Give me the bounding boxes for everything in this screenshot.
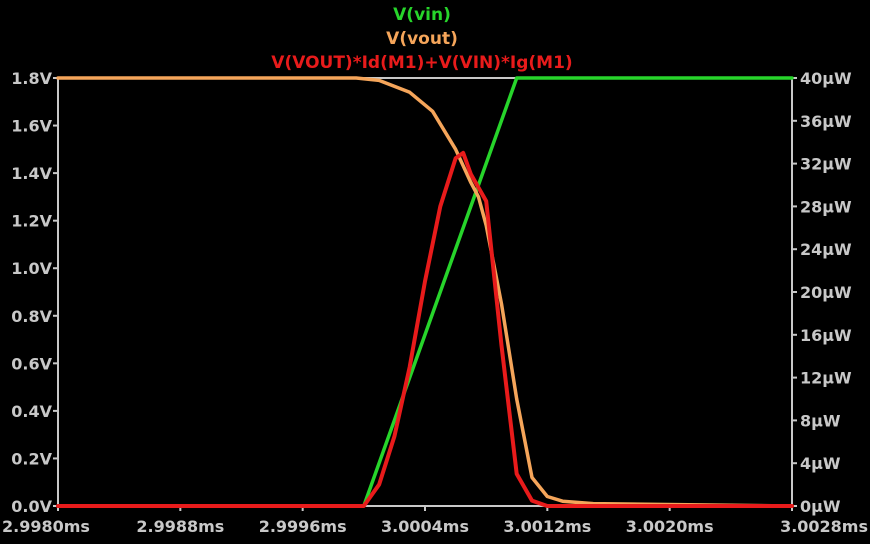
y-right-tick-label: 8μW [800, 411, 841, 430]
y-left-tick-label: 0.0V [11, 497, 52, 516]
y-right-tick-label: 0μW [800, 497, 841, 516]
y-right-tick-label: 40μW [800, 69, 852, 88]
x-tick-label: 2.9980ms [2, 517, 90, 536]
y-right-tick-label: 20μW [800, 283, 852, 302]
y-left-tick-label: 1.0V [11, 259, 52, 278]
x-tick-label: 3.0004ms [381, 517, 469, 536]
legend-entry-vout[interactable]: V(vout) [386, 29, 458, 49]
y-left-tick-label: 0.6V [11, 354, 52, 373]
axes: 2.9980ms 2.9988ms 2.9996ms 3.0004ms 3.0012ms… [2, 69, 868, 536]
y-right-tick-label: 4μW [800, 454, 841, 473]
y-left-tick-label: 1.6V [11, 117, 52, 136]
x-tick-label: 3.0028ms [780, 517, 868, 536]
series-line-power [56, 150, 794, 508]
x-tick-label: 3.0020ms [626, 517, 714, 536]
x-tick-label: 2.9988ms [136, 517, 224, 536]
y-right-tick-label: 24μW [800, 240, 852, 259]
x-tick-label: 3.0012ms [503, 517, 591, 536]
y-left-tick-label: 0.2V [11, 449, 52, 468]
legend-entry-power[interactable]: V(VOUT)*Id(M1)+V(VIN)*Ig(M1) [271, 53, 572, 73]
y-right-tick-label: 16μW [800, 326, 852, 345]
y-left-tick-label: 1.2V [11, 212, 52, 231]
legend: V(vin) V(vout) V(VOUT)*Id(M1)+V(VIN)*Ig(… [271, 5, 572, 73]
x-tick-label: 2.9996ms [259, 517, 347, 536]
y-right-tick-label: 32μW [800, 155, 852, 174]
y-right-tick-label: 36μW [800, 112, 852, 131]
y-left-tick-label: 0.4V [11, 402, 52, 421]
series-group [56, 76, 794, 508]
y-left-tick-label: 1.8V [11, 69, 52, 88]
y-left-tick-label: 0.8V [11, 307, 52, 326]
y-right-tick-label: 28μW [800, 197, 852, 216]
series-line-vout [56, 76, 794, 508]
y-left-tick-label: 1.4V [11, 164, 52, 183]
y-right-tick-label: 12μW [800, 369, 852, 388]
legend-entry-vin[interactable]: V(vin) [393, 5, 451, 25]
